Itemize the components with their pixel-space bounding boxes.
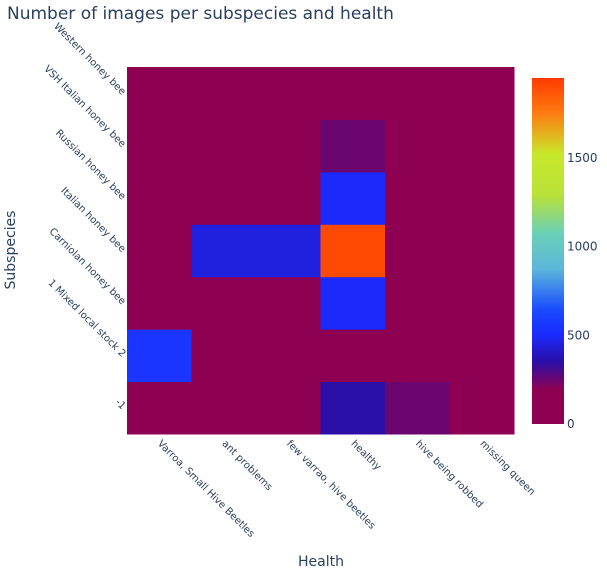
heatmap-cell [191,67,257,120]
heatmap-cell [127,171,192,225]
heatmap-cell [191,171,257,225]
heatmap-cell [320,381,386,435]
colorbar-tick-label: 500 [567,328,590,342]
heatmap-cell [191,224,257,278]
heatmap-cell [191,381,257,435]
heatmap-cell [449,67,515,120]
heatmap-cell [127,381,192,435]
heatmap-cell [449,329,515,383]
heatmap-cell [320,276,386,330]
colorbar-ticks: 0 500 1000 1500 [567,151,598,431]
x-tick-label: missing queen [478,438,537,497]
heatmap-cell [256,119,321,173]
heatmap-cell [320,171,386,225]
heatmap-cell [385,381,450,435]
heatmap-cell [449,224,515,278]
heatmap-cells [127,67,515,435]
heatmap-cell [320,67,386,120]
heatmap-cell [191,119,257,173]
heatmap-cell [256,171,321,225]
heatmap-cell [385,224,450,278]
y-tick-label: -1 [113,397,128,412]
heatmap-cell [320,329,386,383]
heatmap-cell [256,276,321,330]
x-axis-title: Health [298,554,344,570]
heatmap-cell [385,276,450,330]
heatmap-cell [127,119,192,173]
heatmap-cell [127,224,192,278]
heatmap-cell [256,67,321,120]
y-axis-title: Subspecies [3,211,19,290]
heatmap-cell [256,329,321,383]
heatmap-cell [385,329,450,383]
colorbar-tick-label: 1500 [567,151,598,165]
colorbar-tick-label: 0 [567,417,575,431]
x-tick-label: ant problems [220,438,275,493]
heatmap-cell [385,119,450,173]
heatmap-cell [127,67,192,120]
heatmap-cell [191,329,257,383]
heatmap-cell [449,276,515,330]
heatmap-cell [385,67,450,120]
x-tick-label: healthy [349,438,383,472]
heatmap-cell [320,224,386,278]
heatmap-cell [449,381,515,435]
colorbar-tick-label: 1000 [567,240,598,254]
heatmap-cell [127,329,192,383]
heatmap-cell [127,276,192,330]
heatmap-cell [449,171,515,225]
chart-title: Number of images per subspecies and heal… [7,4,394,24]
colorbar [532,78,564,424]
heatmap-cell [385,171,450,225]
heatmap-cell [256,381,321,435]
heatmap-cell [256,224,321,278]
heatmap-cell [449,119,515,173]
x-tick-label: hive being robbed [413,438,485,510]
heatmap-cell [320,119,386,173]
heatmap-cell [191,276,257,330]
